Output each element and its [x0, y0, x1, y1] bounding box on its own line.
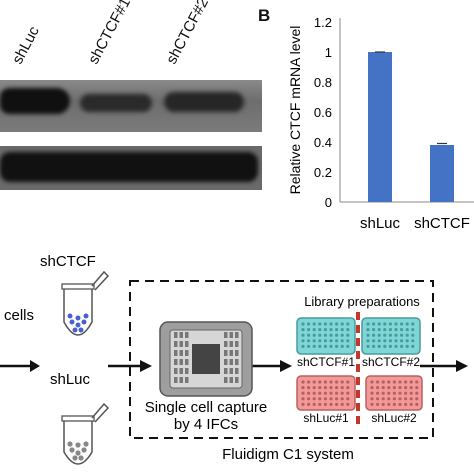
blot-band-shctcf2-top	[164, 92, 244, 112]
bar-shctcf	[430, 145, 454, 202]
plate-shluc1-icon	[296, 375, 356, 411]
workflow-diagram: shCTCF cells shLuc Single cell capture b…	[0, 253, 468, 465]
y-tick-label: 0.8	[314, 75, 332, 90]
ifc-chip-icon	[159, 321, 253, 397]
label-fluidigm-system: Fluidigm C1 system	[222, 446, 354, 463]
y-tick-label: 0.6	[314, 105, 332, 120]
arrow-input	[0, 360, 40, 372]
label-cells: cells	[4, 307, 34, 324]
tube-shluc-icon	[61, 402, 110, 465]
plate-label-shluc2: shLuc#2	[371, 411, 417, 425]
tube-shctcf-icon	[61, 270, 110, 336]
plate-shluc2-icon	[365, 375, 423, 411]
blot-band-shluc-top	[0, 88, 70, 114]
y-tick-label: 0.2	[314, 165, 332, 180]
label-capture-line2: by 4 IFCs	[174, 416, 238, 433]
label-library-preparations: Library preparations	[304, 294, 420, 309]
mrna-bar-chart: Relative CTCF mRNA level 0 0.2 0.4 0.6 0.8 1 1…	[287, 15, 474, 232]
plate-shctcf2-icon	[361, 317, 421, 355]
plate-shctcf1-icon	[296, 317, 356, 355]
arrow-output	[420, 360, 468, 372]
fluidigm-system-box	[129, 280, 434, 439]
blot-band-loading-control	[0, 152, 258, 182]
arrow-to-library	[252, 360, 292, 372]
plate-label-shctcf2: shCTCF#2	[362, 355, 420, 369]
blot-band-shctcf1-top	[80, 94, 152, 112]
label-capture-line1: Single cell capture	[145, 399, 268, 416]
label-shluc: shLuc	[50, 371, 91, 388]
y-tick-label: 1.2	[314, 15, 332, 30]
label-shctcf: shCTCF	[40, 253, 96, 270]
arrow-to-capture	[108, 360, 152, 372]
western-blot: shLuc shCTCF#1 shCTCF#2	[0, 0, 262, 205]
y-tick-label: 0.4	[314, 135, 332, 150]
x-category-label: shLuc	[360, 215, 401, 232]
y-tick-label: 0	[325, 195, 332, 210]
x-category-label: shCTCF	[414, 215, 470, 232]
plate-label-shluc1: shLuc#1	[303, 411, 349, 425]
panel-letter-b: B	[258, 6, 271, 25]
y-tick-label: 1	[325, 45, 332, 60]
y-axis-label: Relative CTCF mRNA level	[287, 26, 303, 195]
bar-shluc	[368, 52, 392, 202]
plate-label-shctcf1: shCTCF#1	[297, 355, 355, 369]
